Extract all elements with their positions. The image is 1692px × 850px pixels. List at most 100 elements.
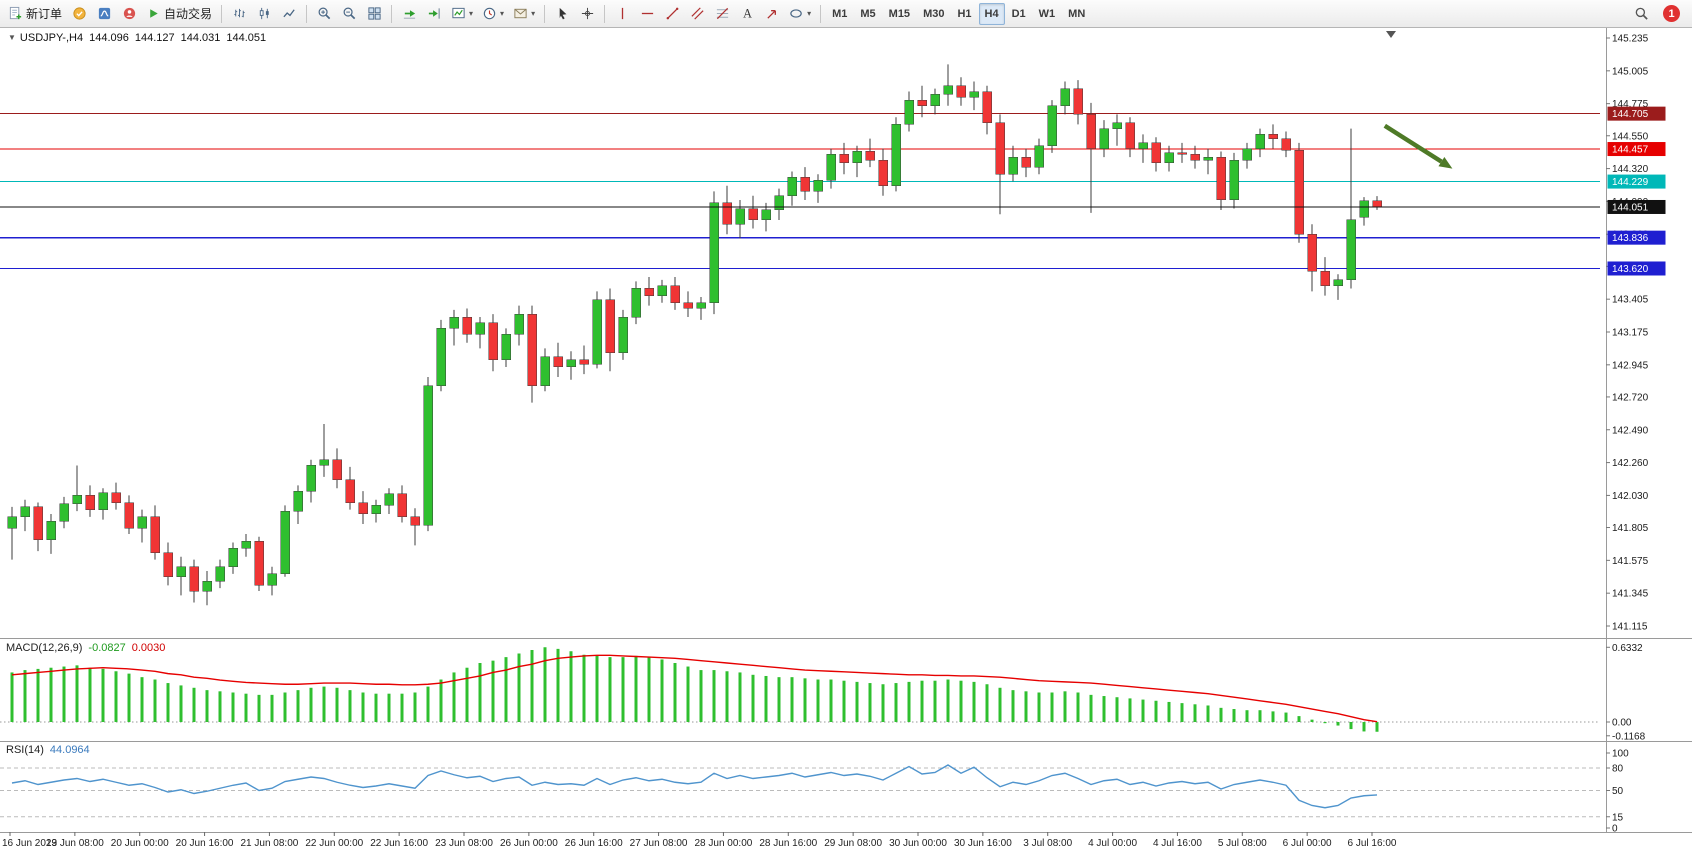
notification-badge[interactable]: 1 (1663, 5, 1680, 22)
fibonacci-button[interactable] (710, 3, 734, 25)
candle-body (891, 124, 901, 186)
timeframe-h4[interactable]: H4 (978, 2, 1005, 25)
arrow-annotation-head[interactable] (1438, 156, 1453, 169)
macd-label: MACD(12,26,9) -0.0827 0.0030 (6, 642, 165, 654)
rsi-scale-label: 80 (1612, 764, 1624, 775)
time-axis-label: 29 Jun 08:00 (824, 838, 882, 849)
chart-shift-marker[interactable] (1386, 31, 1396, 38)
candle-body (930, 94, 940, 107)
candle-body (1281, 138, 1291, 151)
timeframe-h1[interactable]: H1 (951, 3, 977, 25)
candle-body (813, 179, 823, 192)
autotrading-button[interactable]: 自动交易 (142, 3, 216, 25)
rsi-scale-label: 15 (1612, 812, 1624, 823)
cursor-button[interactable] (550, 3, 574, 25)
rsi-scale-label: 0 (1612, 824, 1618, 835)
candle-body (683, 302, 693, 309)
candle-body (956, 85, 966, 98)
toolbar-separator (221, 4, 223, 23)
zoom-out-button[interactable] (337, 3, 361, 25)
timeframe-w1[interactable]: W1 (1033, 3, 1062, 25)
candle-body (410, 516, 420, 526)
auto-scroll-button[interactable] (397, 3, 421, 25)
signals-button[interactable] (92, 3, 116, 25)
tile-windows-button[interactable] (362, 3, 386, 25)
candle-body (1073, 88, 1083, 115)
price-tag-label: 143.620 (1612, 264, 1649, 275)
candle-body (98, 492, 108, 510)
vertical-line-button[interactable] (610, 3, 634, 25)
price-tag (1607, 106, 1666, 121)
autotrading-label: 自动交易 (164, 7, 213, 21)
price-scale-label: 142.720 (1612, 392, 1649, 403)
price-scale-label: 143.175 (1612, 328, 1649, 339)
candle-body (462, 316, 472, 335)
candle-body (722, 202, 732, 225)
new-order-icon (8, 6, 23, 21)
trendline-button[interactable] (660, 3, 684, 25)
market-icon (72, 6, 87, 21)
svg-text:A: A (743, 7, 752, 21)
candle-body (371, 505, 381, 515)
search-button[interactable] (1629, 3, 1653, 25)
macd-scale-label: 0.6332 (1612, 643, 1643, 654)
text-icon: A (740, 6, 755, 21)
candle-body (969, 91, 979, 98)
market-button[interactable] (67, 3, 91, 25)
candle-body (280, 510, 290, 575)
arrows-button[interactable] (760, 3, 784, 25)
timeframe-d1[interactable]: D1 (1006, 3, 1032, 25)
periods-dropdown[interactable]: ▾ (478, 3, 508, 25)
rsi-label: RSI(14) 44.0964 (6, 744, 90, 756)
candlestick-chart-button[interactable] (252, 3, 276, 25)
new-chart-icon (451, 6, 466, 21)
time-axis-label: 20 Jun 16:00 (176, 838, 234, 849)
price-scale-label: 142.030 (1612, 491, 1649, 502)
toolbar-separator (544, 4, 546, 23)
timeframe-m30[interactable]: M30 (917, 3, 950, 25)
bar-chart-button[interactable] (227, 3, 251, 25)
candle-body (1190, 154, 1200, 161)
timeframe-m1[interactable]: M1 (826, 3, 853, 25)
price-tag (1607, 199, 1666, 214)
ohlc-low: 144.031 (180, 32, 221, 44)
candle-body (514, 313, 524, 335)
candle-body (1164, 152, 1174, 164)
dropdown-caret-icon: ▾ (500, 8, 505, 18)
new-chart-dropdown[interactable]: ▾ (447, 3, 477, 25)
community-button[interactable] (117, 3, 141, 25)
dropdown-caret-icon: ▾ (469, 8, 474, 18)
candle-body (384, 493, 394, 506)
crosshair-button[interactable] (575, 3, 599, 25)
candle-body (1125, 122, 1135, 149)
timeframe-m5[interactable]: M5 (854, 3, 881, 25)
price-tag-label: 143.836 (1612, 233, 1649, 244)
shapes-dropdown[interactable]: ▾ (785, 3, 815, 25)
candle-body (306, 465, 316, 492)
timeframe-mn[interactable]: MN (1062, 3, 1091, 25)
channel-button[interactable] (685, 3, 709, 25)
candle-body (553, 356, 563, 368)
candle-body (761, 209, 771, 221)
toolbar-right: 1 (1629, 3, 1688, 25)
candle-body (1320, 271, 1330, 286)
collapse-icon[interactable]: ▼ (8, 33, 16, 42)
candle-body (1021, 156, 1031, 168)
horizontal-line-button[interactable] (635, 3, 659, 25)
time-axis-label: 23 Jun 08:00 (435, 838, 493, 849)
timeframe-m15[interactable]: M15 (883, 3, 916, 25)
zoom-in-button[interactable] (312, 3, 336, 25)
text-button[interactable]: A (735, 3, 759, 25)
line-chart-button[interactable] (277, 3, 301, 25)
arrow-annotation[interactable] (1383, 123, 1443, 164)
price-tag-label: 144.051 (1612, 202, 1649, 213)
new-order-button[interactable]: 新订单 (4, 3, 66, 25)
macd-scale-label: 0.00 (1612, 718, 1632, 729)
chart-shift-button[interactable] (422, 3, 446, 25)
zoom-out-icon (342, 6, 357, 21)
candle-body (878, 159, 888, 186)
rsi-scale-label: 100 (1612, 749, 1629, 760)
candle-body (826, 154, 836, 181)
templates-dropdown[interactable]: ▾ (509, 3, 539, 25)
